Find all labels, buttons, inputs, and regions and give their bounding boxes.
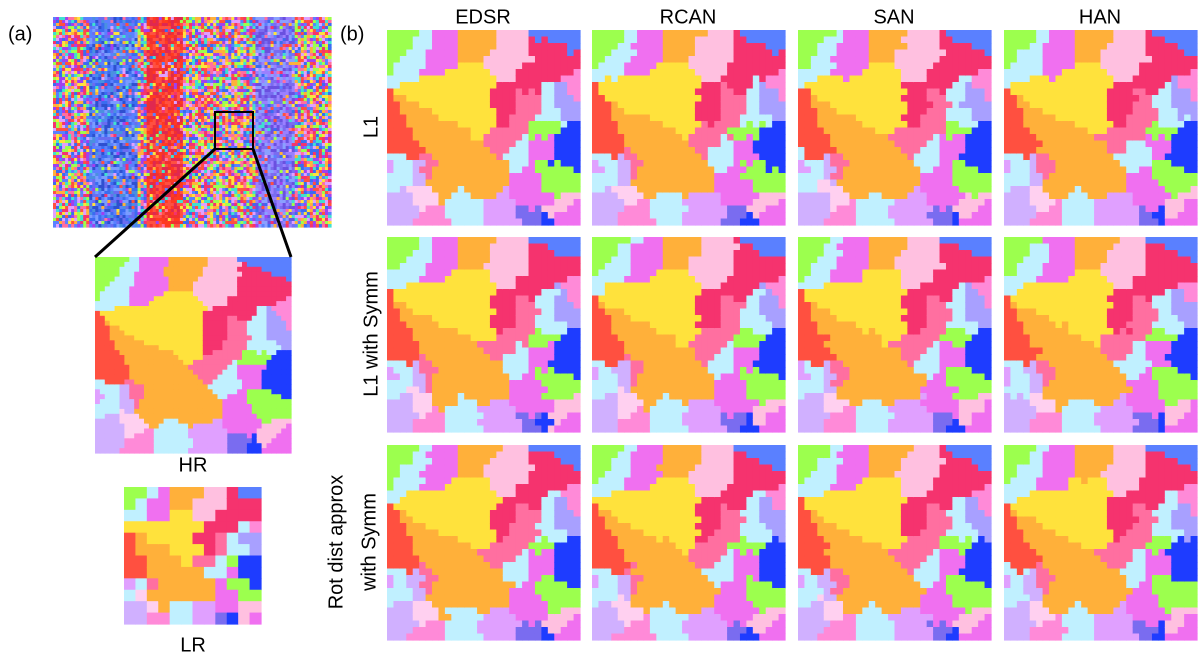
ebsd-map [53,17,332,228]
image-label: HR [179,454,208,476]
panel-label: (a) [8,23,32,45]
image-label: LR [180,634,206,656]
panel-label: (b) [340,23,364,45]
images [53,17,1198,641]
